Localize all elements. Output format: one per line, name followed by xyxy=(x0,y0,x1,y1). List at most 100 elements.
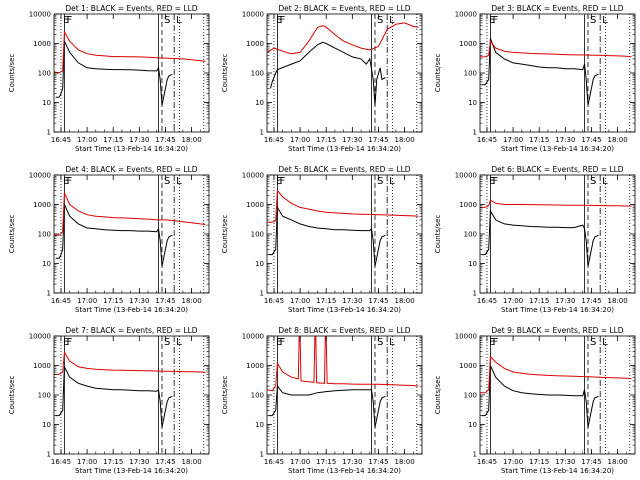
panel-det-9: Det 9: BLACK = Events, RED = LLD Start Ti… xyxy=(434,326,636,475)
series-line-events xyxy=(481,38,599,106)
marker-label: S xyxy=(377,15,383,26)
x-tick-label: 17:15 xyxy=(316,458,336,466)
y-tick-label: 1 xyxy=(473,290,477,298)
x-tick-label: 17:45 xyxy=(368,136,388,144)
series-line-lld xyxy=(480,355,632,394)
x-tick-label: 17:45 xyxy=(155,297,175,305)
y-axis-label: Counts/sec xyxy=(8,54,16,93)
series-line-lld xyxy=(480,39,632,58)
marker-label: S xyxy=(377,337,383,348)
y-tick-label: 100 xyxy=(464,70,477,78)
panel-det-1: Det 1: BLACK = Events, RED = LLD Start Ti… xyxy=(8,4,210,153)
panel-det-5: Det 5: BLACK = Events, RED = LLD Start Ti… xyxy=(221,165,423,314)
x-tick-label: 17:45 xyxy=(368,458,388,466)
y-tick-label: 100 xyxy=(251,231,264,239)
x-tick-label: 17:00 xyxy=(290,297,310,305)
y-tick-label: 100 xyxy=(251,70,264,78)
x-tick-label: 16:45 xyxy=(477,136,497,144)
series-line-events xyxy=(268,205,386,267)
x-tick-label: 17:30 xyxy=(342,297,362,305)
series-line-events xyxy=(55,204,173,267)
y-tick-label: 1000 xyxy=(246,362,264,370)
x-tick-label: 17:15 xyxy=(529,136,549,144)
y-tick-label: 10 xyxy=(42,260,51,268)
panel-title: Det 8: BLACK = Events, RED = LLD xyxy=(278,326,410,335)
x-tick-label: 16:45 xyxy=(264,458,284,466)
y-tick-label: 10 xyxy=(255,421,264,429)
x-tick-label: 17:15 xyxy=(316,136,336,144)
x-axis-label: Start Time (13-Feb-14 16:34:20) xyxy=(288,306,401,314)
x-tick-label: 17:45 xyxy=(155,136,175,144)
x-tick-label: 17:15 xyxy=(103,297,123,305)
x-tick-label: 17:30 xyxy=(342,458,362,466)
y-tick-label: 10 xyxy=(468,99,477,107)
series-line-lld xyxy=(267,22,419,55)
marker-label: F xyxy=(66,176,72,187)
x-tick-label: 17:30 xyxy=(129,297,149,305)
x-tick-label: 18:00 xyxy=(181,458,201,466)
y-tick-label: 1 xyxy=(47,290,51,298)
y-tick-label: 100 xyxy=(464,392,477,400)
x-tick-label: 17:15 xyxy=(103,136,123,144)
panel-det-8: Det 8: BLACK = Events, RED = LLD Start Ti… xyxy=(221,326,423,475)
x-axis-label: Start Time (13-Feb-14 16:34:20) xyxy=(75,145,188,153)
y-tick-label: 1 xyxy=(473,451,477,459)
plot-frame xyxy=(53,13,210,133)
series-line-lld xyxy=(54,350,206,375)
y-tick-label: 1 xyxy=(260,290,264,298)
series-line-events xyxy=(481,365,599,428)
y-tick-label: 100 xyxy=(251,392,264,400)
plot-frame xyxy=(53,174,210,294)
x-axis-label: Start Time (13-Feb-14 16:34:20) xyxy=(288,145,401,153)
plot-frame xyxy=(266,174,423,294)
marker-label: S xyxy=(164,176,170,187)
marker-label: F xyxy=(279,15,285,26)
y-tick-label: 1000 xyxy=(33,362,51,370)
x-tick-label: 16:45 xyxy=(51,136,71,144)
x-tick-label: 16:45 xyxy=(264,297,284,305)
series-line-lld xyxy=(267,189,419,223)
y-tick-label: 10000 xyxy=(242,172,264,180)
x-axis-label: Start Time (13-Feb-14 16:34:20) xyxy=(501,145,614,153)
marker-label: E xyxy=(489,15,495,26)
x-tick-label: 17:45 xyxy=(581,297,601,305)
x-tick-label: 17:00 xyxy=(503,458,523,466)
x-tick-label: 17:30 xyxy=(129,458,149,466)
y-tick-label: 10000 xyxy=(242,11,264,19)
x-tick-label: 18:00 xyxy=(394,136,414,144)
x-tick-label: 17:00 xyxy=(290,136,310,144)
panel-title: Det 6: BLACK = Events, RED = LLD xyxy=(491,165,623,174)
marker-label: S xyxy=(164,15,170,26)
x-axis-label: Start Time (13-Feb-14 16:34:20) xyxy=(288,467,401,475)
x-tick-label: 17:45 xyxy=(155,458,175,466)
x-tick-label: 18:00 xyxy=(181,297,201,305)
panel-title: Det 1: BLACK = Events, RED = LLD xyxy=(65,4,197,13)
x-tick-label: 17:30 xyxy=(129,136,149,144)
marker-label: S xyxy=(590,15,596,26)
x-tick-label: 16:45 xyxy=(477,458,497,466)
marker-label: F xyxy=(279,176,285,187)
x-axis-label: Start Time (13-Feb-14 16:34:20) xyxy=(501,306,614,314)
x-tick-label: 16:45 xyxy=(51,458,71,466)
marker-label: E xyxy=(276,176,282,187)
x-tick-label: 17:30 xyxy=(555,458,575,466)
y-tick-label: 100 xyxy=(38,231,51,239)
y-tick-label: 10000 xyxy=(455,172,477,180)
x-tick-label: 16:45 xyxy=(477,297,497,305)
series-line-events xyxy=(55,40,173,106)
panel-det-2: Det 2: BLACK = Events, RED = LLD Start Ti… xyxy=(221,4,423,153)
x-tick-label: 17:45 xyxy=(581,458,601,466)
y-tick-label: 10000 xyxy=(455,11,477,19)
marker-label: F xyxy=(492,337,498,348)
y-tick-label: 10 xyxy=(468,421,477,429)
x-tick-label: 17:00 xyxy=(503,297,523,305)
marker-label: E xyxy=(276,15,282,26)
y-tick-label: 1000 xyxy=(33,201,51,209)
x-tick-label: 17:00 xyxy=(77,136,97,144)
y-axis-label: Counts/sec xyxy=(434,376,442,415)
plot-frame xyxy=(479,174,636,294)
marker-label: F xyxy=(492,176,498,187)
y-tick-label: 1 xyxy=(47,129,51,137)
series-line-events xyxy=(268,384,386,428)
x-tick-label: 16:45 xyxy=(264,136,284,144)
